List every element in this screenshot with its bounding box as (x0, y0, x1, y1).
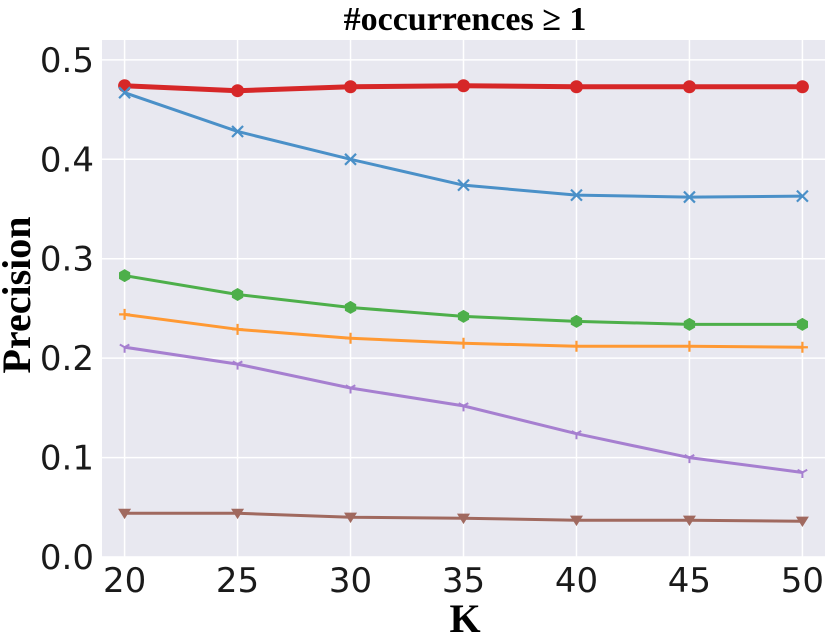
data-point (569, 515, 583, 527)
data-point (457, 79, 470, 93)
data-point (796, 189, 809, 203)
x-tick-label: 30 (329, 561, 372, 601)
x-tick-labels: 20 25 30 35 40 45 50 (103, 561, 824, 601)
series-group (118, 79, 809, 528)
y-tick-label: 0.4 (40, 140, 94, 180)
data-point (344, 512, 358, 524)
data-point (344, 300, 357, 314)
data-point (796, 317, 808, 331)
data-point (232, 360, 243, 370)
data-point (458, 402, 469, 412)
data-point (344, 153, 357, 166)
data-point (682, 80, 696, 94)
y-tick-label: 0.0 (40, 538, 94, 578)
data-point (118, 79, 132, 93)
chart-title: #occurrences ≥ 1 (344, 1, 587, 38)
data-point (682, 515, 696, 527)
data-point (457, 309, 470, 323)
data-point (119, 308, 131, 320)
data-point (119, 343, 130, 353)
data-point (231, 125, 244, 138)
x-tick-label: 45 (668, 561, 711, 601)
y-tick-label: 0.3 (40, 240, 94, 280)
data-point (683, 317, 696, 331)
x-axis-label: K (449, 596, 480, 640)
y-axis-label: Precision (0, 216, 39, 373)
data-point (795, 80, 809, 94)
data-point (119, 269, 131, 283)
data-point (570, 188, 583, 202)
data-point (457, 178, 470, 192)
data-point (345, 384, 356, 394)
x-tick-label: 50 (781, 561, 824, 601)
data-point (569, 80, 583, 94)
data-point (796, 341, 808, 353)
data-point (345, 332, 357, 344)
data-point (571, 430, 582, 440)
data-point (795, 516, 809, 528)
x-tick-label: 20 (103, 561, 146, 601)
data-point (683, 340, 695, 352)
y-tick-label: 0.5 (40, 41, 94, 81)
data-point (683, 190, 696, 204)
series-4 (119, 308, 808, 353)
x-tick-label: 25 (216, 561, 259, 601)
data-point (231, 508, 245, 520)
y-tick-labels: 0.0 0.1 0.2 0.3 0.4 0.5 (40, 41, 94, 578)
data-point (458, 337, 469, 349)
series-3 (119, 269, 808, 331)
x-tick-label: 35 (442, 561, 485, 601)
series-6 (118, 508, 809, 528)
data-point (118, 508, 132, 520)
data-point (344, 80, 358, 94)
data-point (457, 513, 470, 525)
data-point (684, 453, 695, 464)
data-point (570, 340, 582, 352)
data-point (231, 288, 244, 301)
x-tick-label: 40 (555, 561, 598, 601)
series-5 (119, 343, 808, 478)
y-tick-label: 0.1 (40, 439, 94, 479)
series-2 (118, 86, 809, 204)
data-point (570, 314, 583, 328)
data-point (232, 323, 244, 335)
data-point (797, 468, 808, 478)
y-tick-label: 0.2 (40, 339, 94, 379)
data-point (231, 84, 245, 98)
data-point (118, 86, 131, 99)
